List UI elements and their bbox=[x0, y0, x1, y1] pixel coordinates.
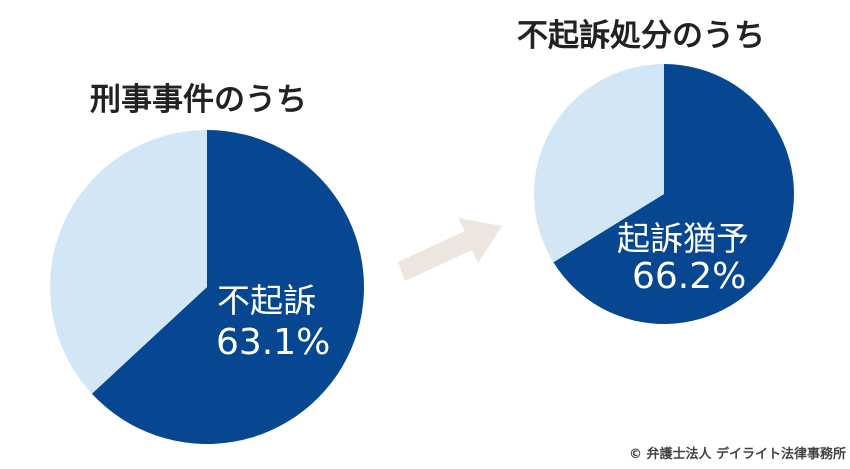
right-chart-title: 不起訴処分のうち bbox=[517, 18, 765, 54]
pie-slice-main bbox=[553, 64, 794, 324]
right-slice-label: 起訴猶予 bbox=[617, 219, 749, 258]
pie-slice-other bbox=[49, 130, 207, 394]
right-slice-percent: 66.2% bbox=[632, 256, 746, 297]
left-slice-label: 不起訴 bbox=[217, 281, 316, 320]
pie-chart-non-prosecution bbox=[534, 64, 794, 324]
pie-slice-other bbox=[534, 64, 664, 263]
copyright-text: © 弁護士法人 デイライト法律事務所 bbox=[629, 446, 846, 462]
pie-chart-criminal-cases bbox=[49, 130, 365, 444]
left-chart-title: 刑事事件のうち bbox=[90, 82, 307, 118]
arrow-icon bbox=[398, 218, 502, 281]
left-slice-percent: 63.1% bbox=[216, 322, 330, 363]
pie-slice-main bbox=[91, 130, 365, 444]
